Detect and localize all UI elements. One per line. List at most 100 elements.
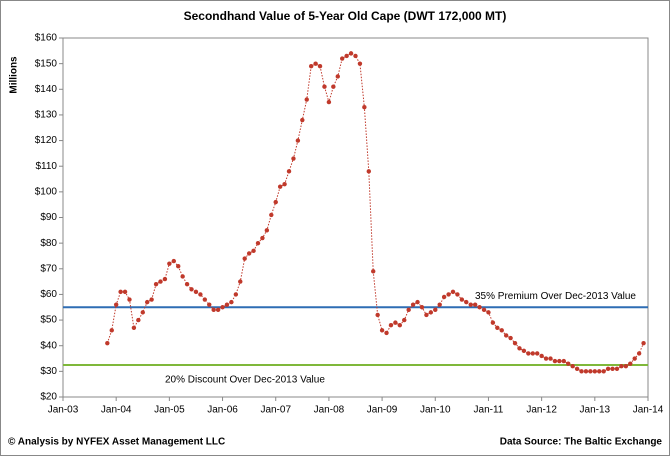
data-point	[543, 356, 549, 361]
x-tick-label: Jan-09	[367, 405, 398, 416]
x-tick-label: Jan-13	[580, 405, 611, 416]
y-axis-label: Millions	[9, 56, 20, 94]
data-point	[118, 289, 123, 295]
y-tick-label: $80	[40, 238, 57, 249]
data-point	[317, 64, 323, 69]
data-point	[397, 323, 403, 328]
data-point	[548, 356, 553, 361]
x-tick-label: Jan-14	[633, 405, 664, 416]
data-point	[269, 212, 274, 218]
x-tick-label: Jan-07	[260, 405, 291, 416]
data-point	[308, 64, 314, 69]
x-tick-label: Jan-05	[154, 405, 185, 416]
data-point	[503, 333, 509, 338]
x-tick-label: Jan-04	[101, 405, 132, 416]
data-point	[282, 181, 287, 187]
data-point	[459, 297, 465, 302]
y-tick-label: $110	[35, 161, 57, 172]
y-tick-label: $30	[40, 366, 57, 377]
data-point	[131, 325, 137, 330]
data-point	[109, 328, 114, 333]
data-point	[623, 364, 629, 369]
y-tick-label: $120	[35, 135, 58, 146]
data-point	[304, 97, 309, 102]
y-tick-label: $70	[40, 263, 57, 274]
data-point	[464, 299, 469, 305]
data-point	[246, 251, 252, 256]
x-tick-label: Jan-08	[314, 405, 345, 416]
data-point	[242, 256, 247, 261]
data-point	[570, 364, 575, 369]
data-point	[446, 292, 451, 297]
x-tick-label: Jan-10	[420, 405, 451, 416]
y-tick-label: $60	[40, 289, 57, 300]
data-point	[592, 369, 598, 374]
x-tick-label: Jan-12	[526, 405, 557, 416]
data-point	[162, 276, 168, 282]
data-point	[375, 312, 380, 318]
data-point	[499, 328, 504, 333]
data-point	[313, 61, 318, 66]
data-point	[605, 366, 611, 371]
data-point	[211, 307, 216, 313]
data-point	[277, 184, 283, 189]
data-point	[574, 366, 580, 371]
reference-label: 20% Discount Over Dec-2013 Value	[165, 375, 325, 386]
data-point	[193, 289, 199, 295]
data-point	[202, 297, 208, 302]
data-point	[588, 369, 593, 374]
data-point	[579, 369, 584, 374]
data-point	[291, 156, 296, 161]
data-point	[184, 281, 190, 287]
data-point	[628, 361, 633, 366]
data-point	[495, 325, 500, 330]
data-point	[610, 366, 615, 371]
y-tick-label: $20	[40, 392, 57, 403]
data-point	[322, 84, 327, 89]
data-point	[379, 328, 385, 333]
footer-left: © Analysis by NYFEX Asset Management LLC	[8, 437, 225, 448]
data-point	[251, 248, 256, 254]
data-point	[641, 340, 646, 346]
data-point	[140, 310, 145, 315]
data-point	[348, 51, 354, 56]
data-point	[583, 369, 589, 374]
data-point	[402, 317, 407, 323]
data-point	[415, 299, 420, 305]
data-point	[526, 351, 531, 356]
data-point	[561, 358, 566, 364]
data-point	[145, 299, 150, 305]
data-point	[384, 330, 389, 336]
data-point	[215, 307, 221, 313]
data-point	[207, 302, 212, 307]
data-point	[393, 320, 398, 325]
data-point	[167, 261, 172, 266]
data-point	[300, 117, 305, 123]
data-point	[273, 199, 278, 205]
data-point	[189, 287, 194, 292]
data-point	[326, 99, 332, 105]
data-point	[127, 297, 132, 302]
data-point	[340, 56, 345, 61]
data-point	[566, 361, 571, 366]
data-point	[180, 274, 185, 279]
data-point	[521, 348, 527, 354]
data-point	[636, 351, 642, 356]
data-point	[286, 169, 292, 174]
y-tick-label: $150	[35, 58, 58, 69]
data-point	[353, 53, 358, 59]
data-point	[486, 310, 491, 315]
data-point	[419, 305, 425, 310]
data-point	[113, 302, 119, 307]
data-point	[468, 302, 473, 307]
data-point	[441, 294, 447, 300]
data-point	[428, 310, 434, 315]
data-point	[220, 305, 225, 310]
data-point	[557, 358, 562, 364]
data-point	[517, 346, 522, 351]
data-point	[260, 235, 265, 241]
data-point	[198, 292, 203, 297]
data-point	[406, 307, 411, 313]
data-point	[136, 317, 141, 323]
